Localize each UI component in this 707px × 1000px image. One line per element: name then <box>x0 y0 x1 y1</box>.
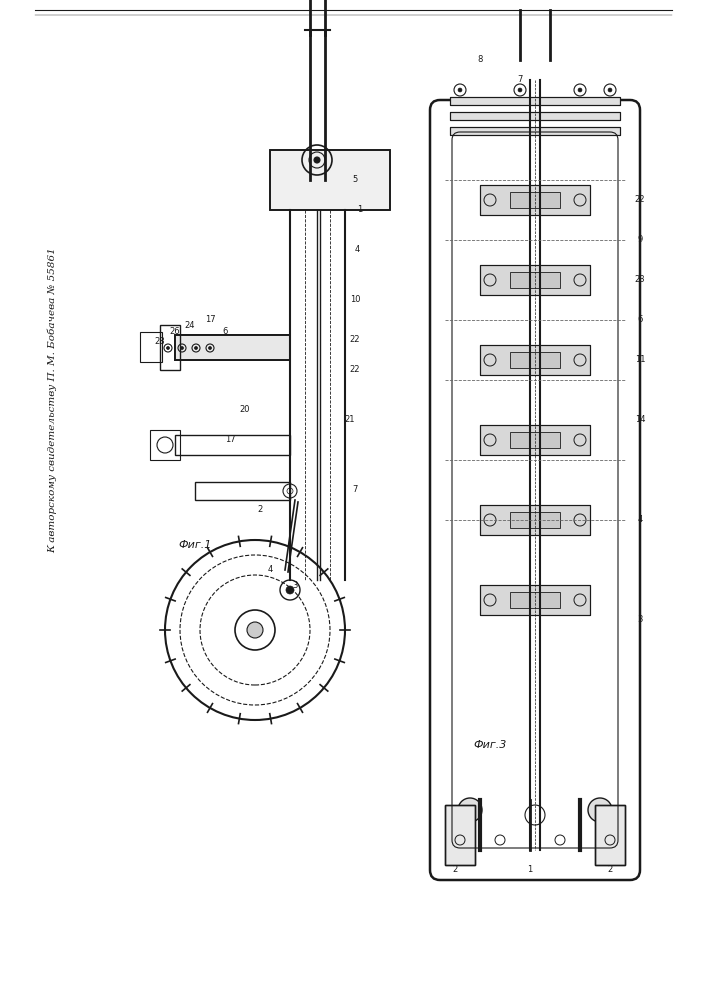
Text: 11: 11 <box>635 356 645 364</box>
Circle shape <box>458 88 462 92</box>
Bar <box>450 127 620 135</box>
Circle shape <box>458 798 482 822</box>
Text: 9: 9 <box>638 235 643 244</box>
Text: Фиг.3: Фиг.3 <box>473 740 507 750</box>
Bar <box>175 435 290 455</box>
Bar <box>480 345 590 375</box>
Text: 17: 17 <box>205 316 216 324</box>
Text: 5: 5 <box>352 176 358 184</box>
Bar <box>175 335 290 360</box>
Text: 2: 2 <box>452 865 457 874</box>
Circle shape <box>180 347 184 350</box>
Text: 4: 4 <box>638 516 643 524</box>
Circle shape <box>194 347 197 350</box>
Text: 22: 22 <box>635 196 645 205</box>
Bar <box>450 97 620 105</box>
Text: 6: 6 <box>637 316 643 324</box>
Text: 17: 17 <box>225 436 235 444</box>
Bar <box>450 97 620 105</box>
Bar <box>595 805 625 865</box>
Bar <box>480 265 590 295</box>
Text: 23: 23 <box>635 275 645 284</box>
Text: 1: 1 <box>527 865 532 874</box>
Circle shape <box>588 798 612 822</box>
Text: 20: 20 <box>240 406 250 414</box>
Bar <box>480 345 590 375</box>
Text: Фиг.1: Фиг.1 <box>178 540 211 550</box>
Circle shape <box>167 347 170 350</box>
Bar <box>450 127 620 135</box>
Bar <box>595 805 625 865</box>
Text: 10: 10 <box>350 296 361 304</box>
Bar <box>175 335 290 360</box>
Bar <box>510 592 560 608</box>
Bar <box>450 112 620 120</box>
Text: 22: 22 <box>350 365 361 374</box>
Bar <box>270 150 390 210</box>
Bar <box>195 482 290 500</box>
Circle shape <box>247 622 263 638</box>
Bar <box>150 430 180 460</box>
Bar <box>140 332 162 362</box>
Bar <box>510 272 560 288</box>
Text: 6: 6 <box>222 328 228 336</box>
Bar <box>510 352 560 368</box>
Text: 28: 28 <box>155 338 165 347</box>
Text: 4: 4 <box>354 245 360 254</box>
Bar <box>175 335 290 360</box>
Bar <box>510 192 560 208</box>
Text: К авторскому свидетельству П. М. Бобачева № 55861: К авторскому свидетельству П. М. Бобачев… <box>47 247 57 553</box>
Circle shape <box>518 88 522 92</box>
Bar <box>480 425 590 455</box>
Bar <box>445 805 475 865</box>
Text: 3: 3 <box>637 615 643 624</box>
Bar <box>480 585 590 615</box>
Bar <box>480 185 590 215</box>
Bar <box>510 512 560 528</box>
Text: 7: 7 <box>518 76 522 85</box>
Bar <box>480 265 590 295</box>
Text: 1: 1 <box>357 206 363 215</box>
Text: 7: 7 <box>352 486 358 494</box>
FancyBboxPatch shape <box>430 100 640 880</box>
Bar <box>480 185 590 215</box>
Text: 22: 22 <box>350 336 361 344</box>
Circle shape <box>209 347 211 350</box>
Text: 14: 14 <box>635 416 645 424</box>
Bar <box>480 425 590 455</box>
Bar <box>270 150 390 210</box>
Circle shape <box>608 88 612 92</box>
Circle shape <box>578 88 582 92</box>
Text: 21: 21 <box>345 416 355 424</box>
Bar <box>480 585 590 615</box>
Text: 8: 8 <box>477 55 483 64</box>
Circle shape <box>314 157 320 163</box>
Bar <box>160 325 180 370</box>
Bar <box>450 112 620 120</box>
Text: 3: 3 <box>292 580 298 589</box>
Circle shape <box>286 586 294 594</box>
Bar <box>480 505 590 535</box>
Text: 4: 4 <box>267 566 273 574</box>
Bar <box>510 432 560 448</box>
Text: 2: 2 <box>607 865 613 874</box>
Text: 24: 24 <box>185 320 195 330</box>
Bar <box>445 805 475 865</box>
Bar <box>480 505 590 535</box>
Text: 26: 26 <box>170 328 180 336</box>
Text: 2: 2 <box>257 506 262 514</box>
